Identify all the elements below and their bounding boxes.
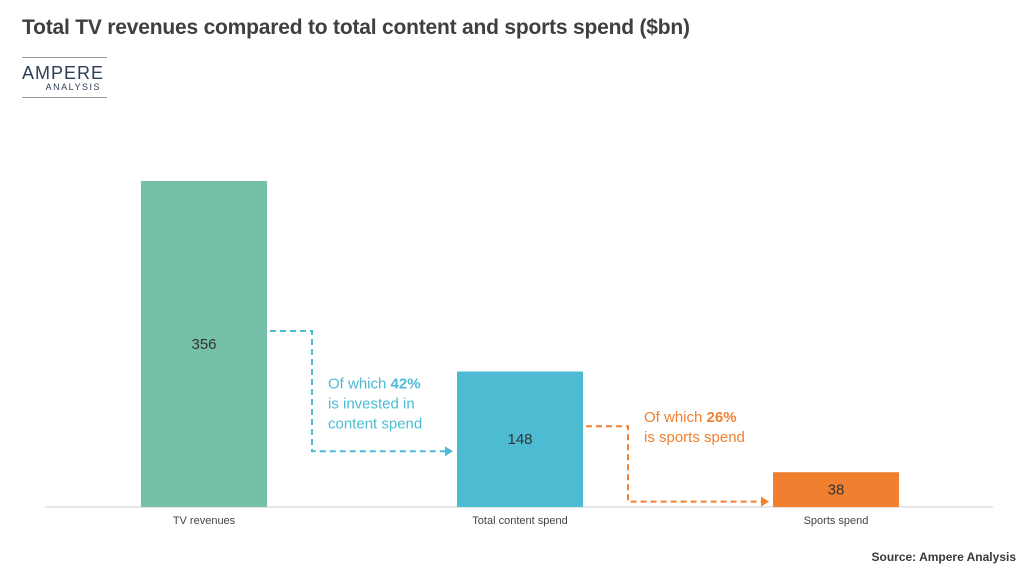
category-label-2: Total content spend	[472, 515, 567, 527]
annotation-1-segment: Of which	[328, 375, 391, 392]
connector-arrow-1	[270, 330, 447, 453]
annotation-2-segment: is sports spend	[644, 429, 745, 446]
bars-group	[141, 181, 899, 507]
ampere-logo: AMPERE ANALYSIS	[22, 57, 107, 98]
connector-arrowhead-1	[445, 446, 453, 457]
category-label-3: Sports spend	[804, 515, 869, 527]
annotation-2-segment: Of which	[644, 409, 707, 426]
annotation-1-segment: content spend	[328, 415, 422, 432]
bar-2	[457, 371, 583, 507]
annotation-2-segment: 26%	[707, 409, 737, 426]
logo-sub-text: ANALYSIS	[45, 82, 101, 92]
bar-value-label-2: 148	[507, 431, 532, 448]
bar-3	[773, 472, 899, 507]
annotation-1: Of which 42% is invested in content spend	[328, 375, 422, 432]
bar-value-label-1: 356	[191, 336, 216, 353]
connector-arrowhead-2	[761, 496, 769, 507]
connectors-group: Of which 42% is invested in content spend O…	[270, 330, 769, 507]
labels-group: 356 TV revenues 148 Total content spend 38 Sp…	[173, 336, 869, 527]
annotation-1-segment: 42%	[391, 375, 421, 392]
annotation-1-segment: is invested in	[328, 395, 415, 412]
chart-title: Total TV revenues compared to total cont…	[22, 16, 690, 39]
source-note: Source: Ampere Analysis	[871, 550, 1017, 564]
category-label-1: TV revenues	[173, 515, 236, 527]
annotation-2: Of which 26% is sports spend	[644, 409, 745, 446]
connector-arrow-2	[586, 425, 763, 503]
bar-value-label-3: 38	[828, 482, 845, 499]
logo-main-text: AMPERE	[22, 63, 105, 83]
bar-1	[141, 181, 267, 507]
